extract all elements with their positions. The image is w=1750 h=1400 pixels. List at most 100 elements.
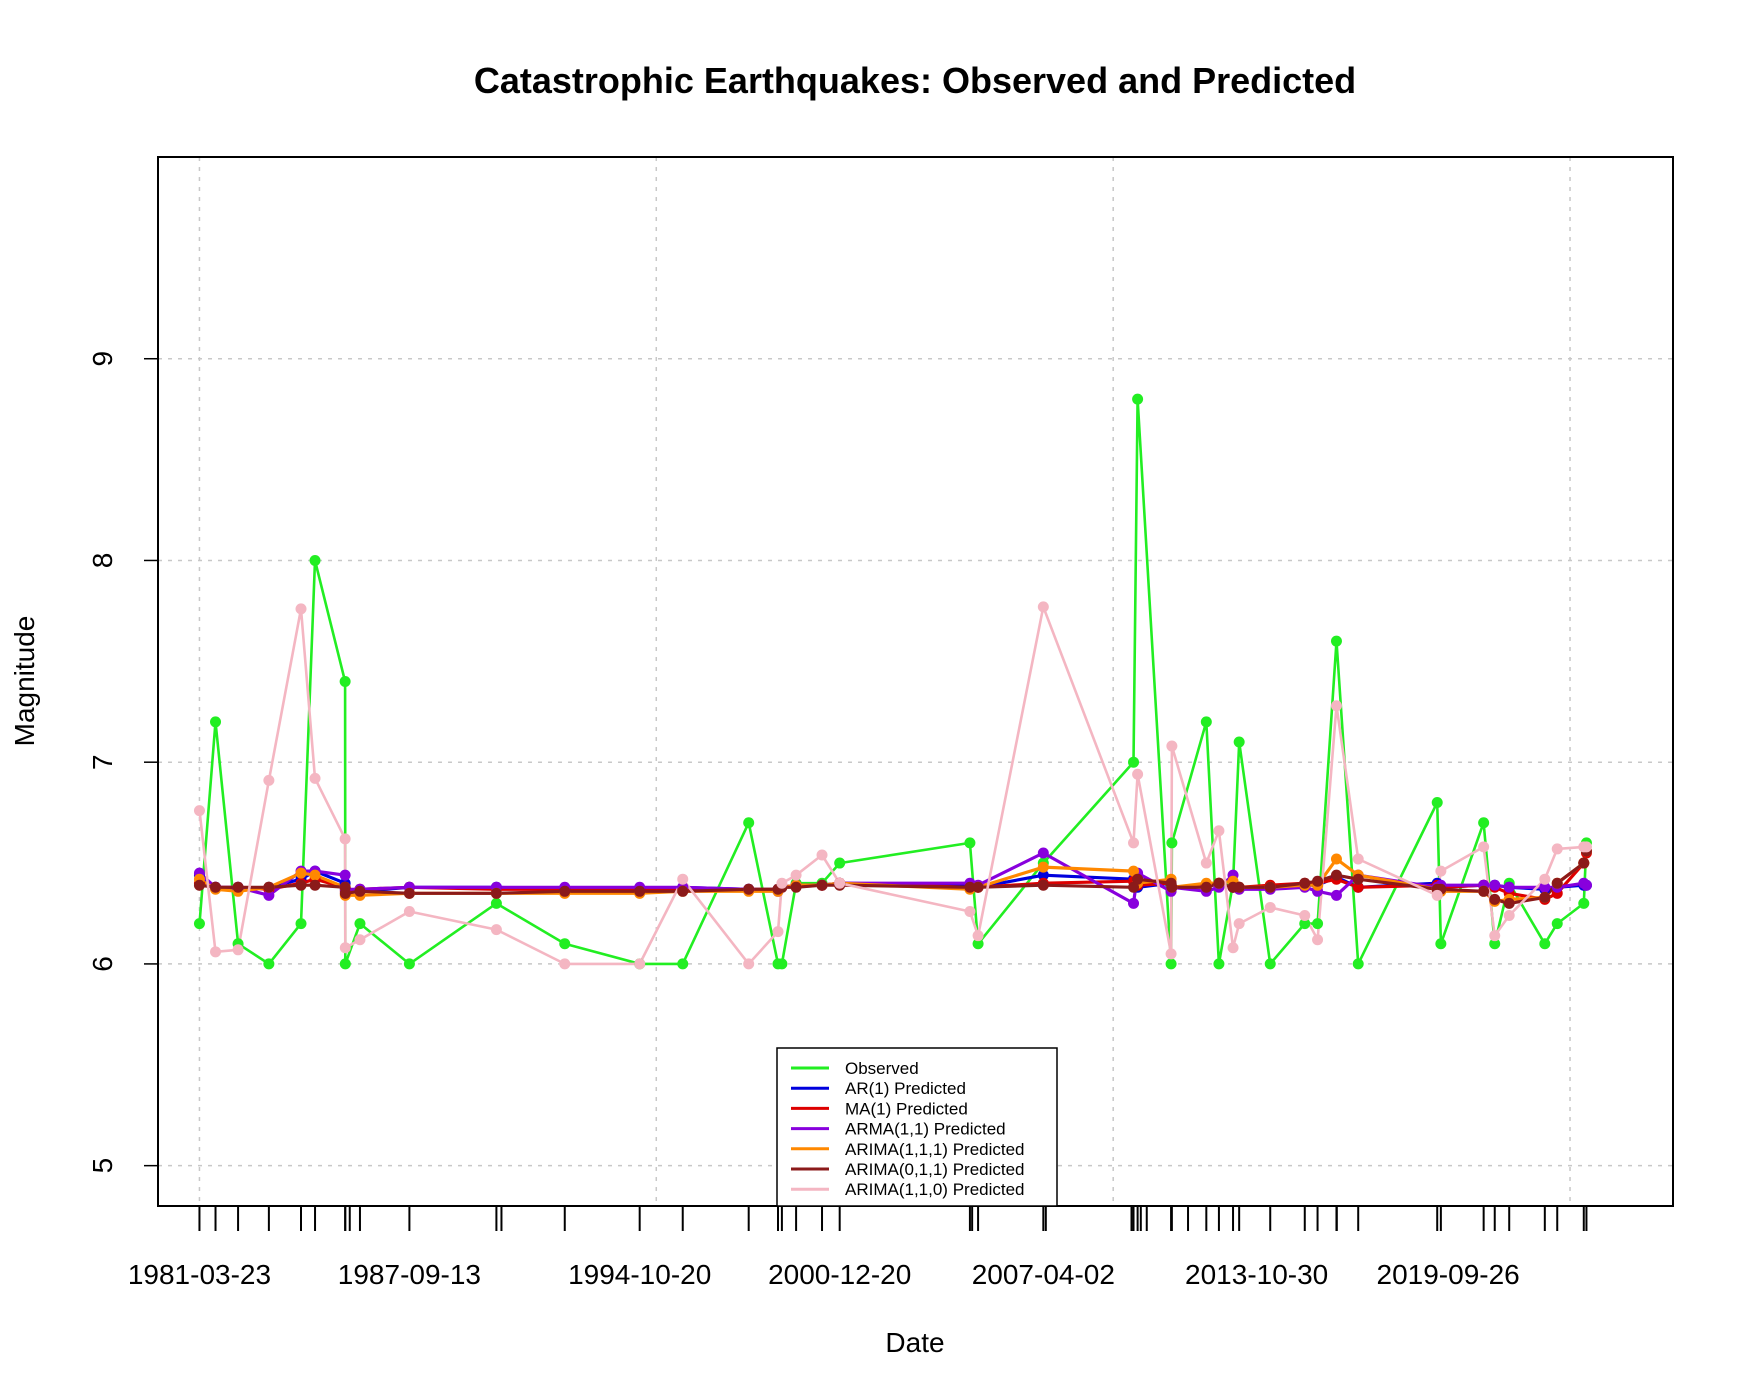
data-point [1299,910,1311,922]
data-point [1435,938,1447,950]
data-point [1431,797,1443,809]
data-point [1233,736,1245,748]
data-point [309,772,321,784]
data-point [559,885,571,897]
data-point [1478,817,1490,829]
x-tick-label: 2007-04-02 [972,1259,1115,1290]
data-point [1132,873,1144,885]
legend-label: ARIMA(1,1,0) Predicted [845,1180,1025,1199]
data-point [964,837,976,849]
data-point [309,869,321,881]
data-point [354,934,366,946]
data-point [1037,601,1049,613]
data-point [1165,948,1177,960]
data-point [1330,853,1342,865]
data-point [1233,881,1245,893]
data-point [1264,958,1276,970]
data-point [1330,889,1342,901]
data-point [1551,877,1563,889]
data-point [309,554,321,566]
data-point [295,603,307,615]
data-point [1132,393,1144,405]
data-point [210,946,222,958]
data-point [1037,879,1049,891]
data-point [743,883,755,895]
data-point [1233,918,1245,930]
legend-label: MA(1) Predicted [845,1099,968,1118]
data-point [490,897,502,909]
x-tick-label: 1987-09-13 [338,1259,481,1290]
data-point [403,887,415,899]
data-point [339,833,351,845]
data-point [1478,841,1490,853]
data-point [1264,901,1276,913]
data-point [232,881,244,893]
y-tick-label: 7 [87,754,118,770]
data-point [309,879,321,891]
data-point [210,716,222,728]
data-point [1166,881,1178,893]
data-point [1213,877,1225,889]
legend-label: ARIMA(0,1,1) Predicted [845,1160,1025,1179]
x-axis: 1981-03-23 1987-09-13 1994-10-20 2000-12-20… [128,1207,1588,1290]
data-point [193,879,205,891]
data-point [1037,861,1049,873]
data-point [339,887,351,899]
data-point [193,918,205,930]
data-point [263,889,275,901]
data-point [743,958,755,970]
data-point [972,881,984,893]
data-point [1551,918,1563,930]
data-point [193,805,205,817]
data-point [1578,897,1590,909]
y-tick-label: 6 [87,956,118,972]
data-point [1312,934,1324,946]
data-point [1489,930,1501,942]
data-point [1037,869,1049,881]
data-point [403,958,415,970]
data-point [403,905,415,917]
data-point [559,938,571,950]
data-point [790,881,802,893]
data-point [490,924,502,936]
data-point [964,881,976,893]
data-point [677,873,689,885]
data-point [816,849,828,861]
x-tick-label: 2000-12-20 [768,1259,911,1290]
data-point [1037,847,1049,859]
data-point [677,885,689,897]
data-point [232,944,244,956]
data-point [677,958,689,970]
data-point [1312,875,1324,887]
data-point [1352,958,1364,970]
y-axis-title: Magnitude [9,616,40,747]
data-point [339,958,351,970]
data-point [339,676,351,687]
data-point [743,817,755,829]
x-tick-label: 1981-03-23 [128,1259,271,1290]
data-point [1551,843,1563,855]
data-point [1503,897,1515,909]
data-point [1580,841,1592,853]
data-point [490,887,502,899]
y-tick-label: 9 [87,351,118,367]
data-point [776,958,788,970]
data-point [1435,865,1447,877]
legend-label: ARIMA(1,1,1) Predicted [845,1140,1025,1159]
data-point [1539,938,1551,950]
data-point [776,877,788,889]
data-point [295,879,307,891]
data-point [295,918,307,930]
data-point [1213,958,1225,970]
data-point [1200,881,1212,893]
data-point [339,869,351,881]
data-point [816,879,828,891]
data-point [1200,716,1212,728]
data-point [1503,881,1515,893]
data-point [1489,879,1501,891]
data-point [263,881,275,893]
y-axis: 5 6 7 8 9 [87,351,158,1173]
data-point [1213,825,1225,837]
data-point [1165,958,1177,970]
